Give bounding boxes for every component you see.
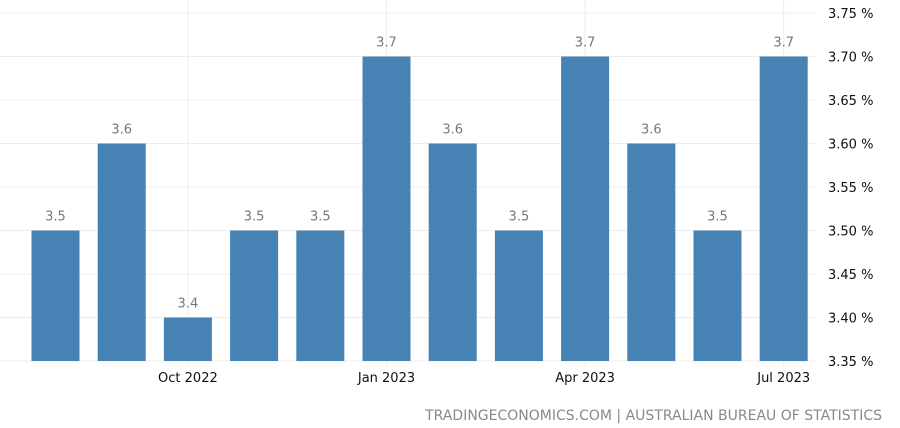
- bar-jun-2023: [693, 230, 742, 361]
- y-axis: 3.35 % 3.40 % 3.45 % 3.50 % 3.55 % 3.60 % 3.65…: [828, 7, 873, 370]
- bar-jan-2023: [362, 56, 411, 361]
- x-tick-label: Jan 2023: [357, 371, 415, 386]
- data-label: 3.5: [45, 210, 66, 225]
- y-tick-label: 3.75 %: [828, 7, 873, 22]
- bar-jul-2023: [759, 56, 808, 361]
- bar-apr-2023: [561, 56, 610, 361]
- data-label: 3.7: [575, 36, 596, 51]
- bar-may-2023: [627, 143, 676, 361]
- bar-sep-2022: [97, 143, 146, 361]
- y-tick-label: 3.70 %: [828, 51, 873, 66]
- x-tick-label: Oct 2022: [158, 371, 218, 386]
- data-label: 3.5: [310, 210, 331, 225]
- y-tick-label: 3.35 %: [828, 355, 873, 370]
- source-attribution: TRADINGECONOMICS.COM | AUSTRALIAN BUREAU…: [424, 408, 882, 424]
- bar-nov-2022: [230, 230, 279, 361]
- data-label: 3.5: [244, 210, 265, 225]
- y-tick-label: 3.45 %: [828, 268, 873, 283]
- y-tick-label: 3.55 %: [828, 181, 873, 196]
- bar-dec-2022: [296, 230, 345, 361]
- data-label: 3.7: [773, 36, 794, 51]
- bar-mar-2023: [494, 230, 543, 361]
- x-tick-label: Jul 2023: [756, 371, 810, 386]
- data-label: 3.6: [442, 123, 463, 138]
- bar-aug-2022: [31, 230, 80, 361]
- data-label: 3.5: [707, 210, 728, 225]
- y-tick-label: 3.40 %: [828, 312, 873, 327]
- data-labels: 3.5 3.6 3.4 3.5 3.5 3.7 3.6 3.5 3.7 3.6 3.5 3.7: [45, 36, 794, 312]
- y-tick-label: 3.60 %: [828, 138, 873, 153]
- y-tick-label: 3.50 %: [828, 225, 873, 240]
- data-label: 3.5: [509, 210, 530, 225]
- data-label: 3.7: [376, 36, 397, 51]
- x-axis: Oct 2022 Jan 2023 Apr 2023 Jul 2023: [158, 371, 810, 386]
- data-label: 3.6: [641, 123, 662, 138]
- bars: [31, 56, 808, 361]
- y-tick-label: 3.65 %: [828, 94, 873, 109]
- data-label: 3.6: [111, 123, 132, 138]
- data-label: 3.4: [178, 297, 199, 312]
- x-tick-label: Apr 2023: [555, 371, 615, 386]
- bar-oct-2022: [163, 317, 212, 361]
- bar-feb-2023: [428, 143, 477, 361]
